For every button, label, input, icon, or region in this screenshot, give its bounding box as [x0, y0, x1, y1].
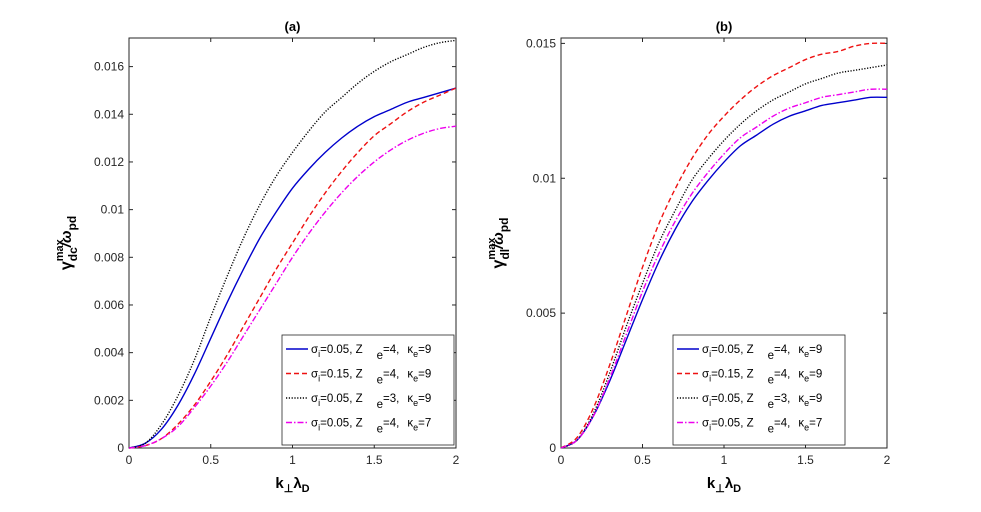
y-tick-label: 0.004	[94, 346, 124, 360]
panel-b: 0 0.5 1 1.5 2 0 0.005 0.01 0.015 (b) k⊥λD γmaxdl/ωp…	[486, 19, 891, 495]
x-tick-label: 2	[453, 453, 460, 467]
y-tick-label: 0.008	[94, 250, 124, 264]
series-line	[128, 39, 457, 449]
y-tick-label: 0.014	[94, 107, 124, 121]
panel-a: 0 0.5 1 1.5 2 0 0.002 0.004 0.006 0.008 0.01 0.012 0…	[54, 19, 460, 495]
x-tick-label: 0.5	[634, 453, 651, 467]
y-tick-label: 0.01	[101, 203, 125, 217]
x-axis-label: k⊥λD	[707, 475, 741, 495]
y-tick-label: 0.015	[526, 36, 556, 50]
x-tick-label: 2	[884, 453, 891, 467]
series-line	[560, 88, 888, 449]
x-tick-label: 1.5	[797, 453, 814, 467]
chart-title: (a)	[285, 19, 301, 34]
y-tick-label: 0	[549, 441, 556, 455]
x-tick-label: 0.5	[202, 453, 219, 467]
chart-title: (b)	[716, 19, 733, 34]
x-axis-label: k⊥λD	[275, 475, 309, 495]
y-tick-label: 0.002	[94, 393, 124, 407]
legend-box	[281, 334, 455, 446]
x-tick-label: 0	[126, 453, 133, 467]
series-line	[128, 125, 457, 449]
y-tick-label: 0.012	[94, 155, 124, 169]
series-line	[560, 42, 888, 449]
x-tick-label: 1	[289, 453, 296, 467]
legend-box	[672, 334, 846, 446]
y-tick-label: 0.005	[526, 306, 556, 320]
y-axis-label: γmaxdc/ωpd	[54, 216, 80, 270]
y-tick-label: 0.01	[533, 171, 557, 185]
x-tick-label: 0	[558, 453, 565, 467]
series-line	[128, 87, 457, 449]
series-line	[128, 87, 457, 449]
x-tick-label: 1	[721, 453, 728, 467]
y-tick-label: 0.016	[94, 60, 124, 74]
x-tick-label: 1.5	[366, 453, 383, 467]
y-tick-label: 0.006	[94, 298, 124, 312]
y-axis-label: γmaxdl/ωpd	[486, 218, 512, 269]
series-line	[560, 96, 888, 449]
y-tick-label: 0	[117, 441, 124, 455]
